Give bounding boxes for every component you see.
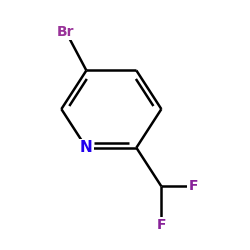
Text: F: F bbox=[156, 218, 166, 232]
Text: N: N bbox=[80, 140, 93, 155]
Text: Br: Br bbox=[57, 25, 75, 39]
Text: F: F bbox=[188, 179, 198, 193]
